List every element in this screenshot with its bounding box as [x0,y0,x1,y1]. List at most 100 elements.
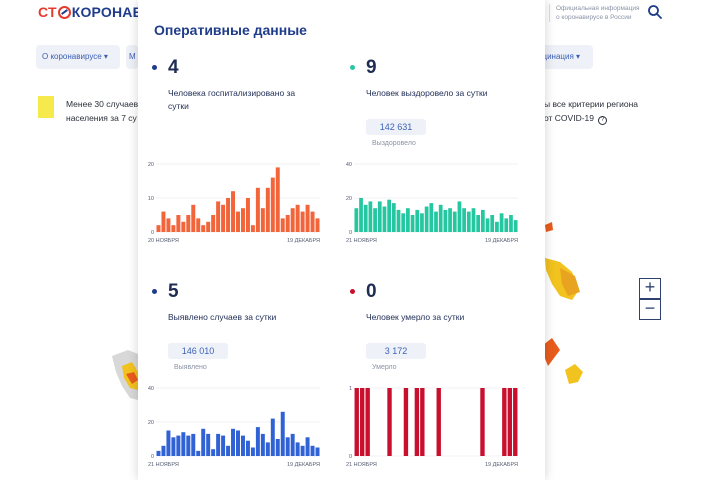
bar[interactable] [270,177,275,232]
bar[interactable] [480,388,485,456]
bar[interactable] [236,430,240,457]
bar[interactable] [452,211,457,232]
bar[interactable] [315,218,320,232]
bar[interactable] [211,215,216,232]
bar[interactable] [462,208,466,232]
bar[interactable] [290,433,295,456]
bar[interactable] [457,201,462,232]
bar[interactable] [480,209,485,232]
bar[interactable] [476,215,481,232]
bar[interactable] [300,445,305,456]
bar[interactable] [231,191,236,232]
bar[interactable] [275,167,280,232]
bar[interactable] [216,433,221,456]
bar[interactable] [260,208,265,232]
bar[interactable] [285,215,290,232]
bar[interactable] [196,450,201,456]
bar[interactable] [186,435,191,456]
search-icon[interactable] [647,4,663,20]
bar[interactable] [513,220,518,232]
bar[interactable] [171,437,176,456]
bar[interactable] [396,209,401,232]
bar[interactable] [305,437,310,456]
nav-about-coronavirus[interactable]: О коронавирусе ▾ [36,45,120,69]
bar[interactable] [401,213,406,232]
bar[interactable] [181,432,186,456]
bar[interactable] [490,215,495,232]
bar[interactable] [434,211,438,232]
bar[interactable] [156,225,161,232]
bar[interactable] [354,388,359,456]
bar[interactable] [410,215,415,232]
bar[interactable] [368,201,373,232]
bar[interactable] [201,225,206,232]
bar[interactable] [443,209,448,232]
bar[interactable] [438,204,443,232]
bar[interactable] [359,198,363,232]
bar[interactable] [504,218,509,232]
bar[interactable] [245,198,250,232]
bar[interactable] [250,447,255,457]
bar[interactable] [391,203,396,232]
bar[interactable] [363,204,368,232]
bar[interactable] [280,218,285,232]
zoom-in-button[interactable]: + [639,278,661,299]
bar[interactable] [354,208,359,232]
info-icon[interactable]: ? [598,116,607,125]
bar[interactable] [176,215,181,232]
bar[interactable] [226,198,231,232]
bar[interactable] [191,204,196,232]
bar[interactable] [499,213,504,232]
bar[interactable] [166,218,171,232]
bar[interactable] [161,211,166,232]
bar[interactable] [156,450,161,456]
bar[interactable] [471,208,476,232]
bar[interactable] [171,225,176,232]
bar[interactable] [201,428,206,456]
bar[interactable] [166,430,171,457]
bar[interactable] [221,435,226,456]
bar[interactable] [387,388,392,456]
bar[interactable] [365,388,370,456]
bar[interactable] [245,440,250,456]
bar[interactable] [485,218,490,232]
bar[interactable] [502,388,507,456]
bar[interactable] [377,201,382,232]
bar[interactable] [436,388,441,456]
bar[interactable] [373,208,377,232]
bar[interactable] [310,211,315,232]
bar[interactable] [221,204,226,232]
bar[interactable] [429,203,434,232]
bar[interactable] [290,208,295,232]
bar[interactable] [310,445,315,456]
bar[interactable] [260,433,265,456]
bar[interactable] [305,204,310,232]
bar[interactable] [236,211,240,232]
bar[interactable] [196,218,201,232]
bar[interactable] [176,435,181,456]
bar[interactable] [295,442,300,456]
bar[interactable] [495,221,499,232]
bar[interactable] [420,388,425,456]
bar[interactable] [161,445,166,456]
bar[interactable] [448,208,452,232]
bar[interactable] [270,418,275,456]
bar[interactable] [420,213,424,232]
bar[interactable] [191,433,196,456]
bar[interactable] [255,427,260,456]
bar[interactable] [360,388,365,456]
bar[interactable] [231,428,236,456]
site-logo[interactable]: СТ КОРОНАВИ [38,4,153,20]
bar[interactable] [387,199,392,232]
bar[interactable] [406,208,410,232]
bar[interactable] [240,435,245,456]
bar[interactable] [285,437,290,456]
zoom-out-button[interactable]: − [639,299,661,320]
bar[interactable] [403,388,409,456]
bar[interactable] [509,215,513,232]
nav-m-item[interactable]: М [126,45,138,69]
bar[interactable] [265,442,270,456]
bar[interactable] [295,204,300,232]
bar[interactable] [513,388,518,456]
bar[interactable] [300,211,305,232]
